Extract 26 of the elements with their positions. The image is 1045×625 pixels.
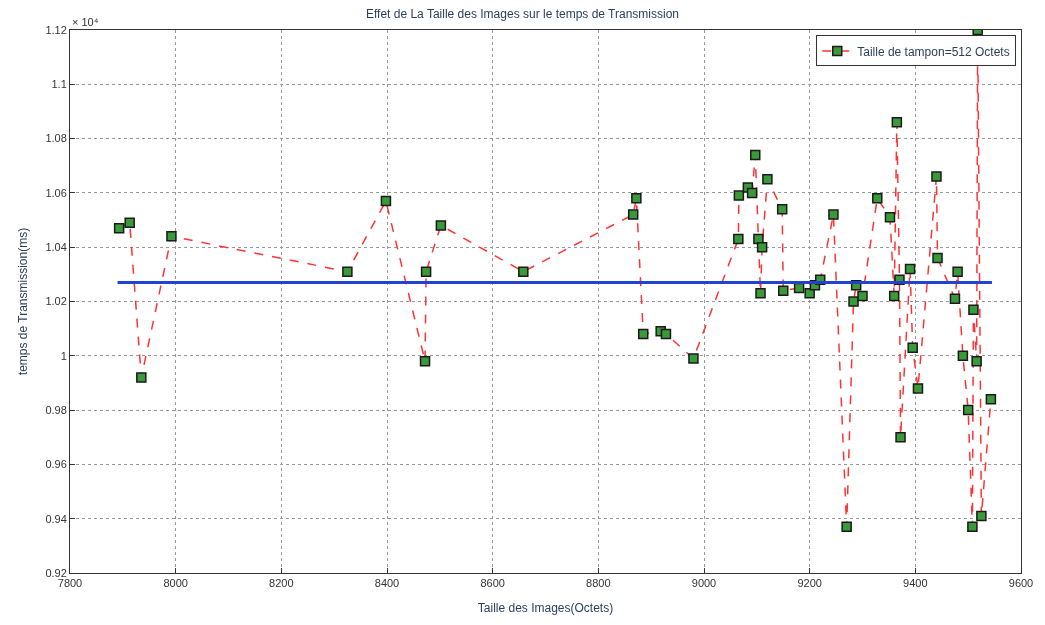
legend-label: Taille de tampon=512 Octets (857, 44, 1010, 59)
x-tick-label: 8800 (586, 577, 611, 590)
y-tick-label: 1.02 (45, 295, 67, 308)
x-tick-label: 9200 (797, 577, 822, 590)
y-tick-label: 1.06 (45, 186, 67, 199)
y-tick-label: 0.92 (45, 566, 67, 579)
x-tick-label: 9400 (903, 577, 928, 590)
x-tick-label: 8600 (480, 577, 505, 590)
x-tick-label: 8000 (163, 577, 188, 590)
y-tick-label: 1.04 (45, 241, 67, 254)
y-tick-label: 1.12 (45, 23, 67, 36)
x-tick-label: 8200 (269, 577, 294, 590)
y-tick-label: 1.1 (51, 78, 67, 91)
text: × 10⁴ (72, 16, 99, 28)
x-tick-label: 7800 (57, 577, 83, 590)
x-tick-label: 9600 (1008, 577, 1034, 590)
x-tick-label: 8400 (374, 577, 400, 590)
y-tick-label: 0.94 (45, 512, 67, 525)
y-tick-label: 1 (60, 349, 67, 362)
x-axis-title: Taille des Images(Octets) (477, 601, 614, 616)
y-axis-title: temps de Transmission(ms) (15, 227, 30, 376)
x-tick-label: 9000 (691, 577, 717, 590)
y-tick-label: 1.08 (45, 132, 67, 145)
chart-title: Effet de La Taille des Images sur le temps de Transmission (365, 6, 680, 21)
y-tick-label: 0.98 (45, 403, 67, 416)
y-tick-label: 0.96 (45, 458, 67, 471)
